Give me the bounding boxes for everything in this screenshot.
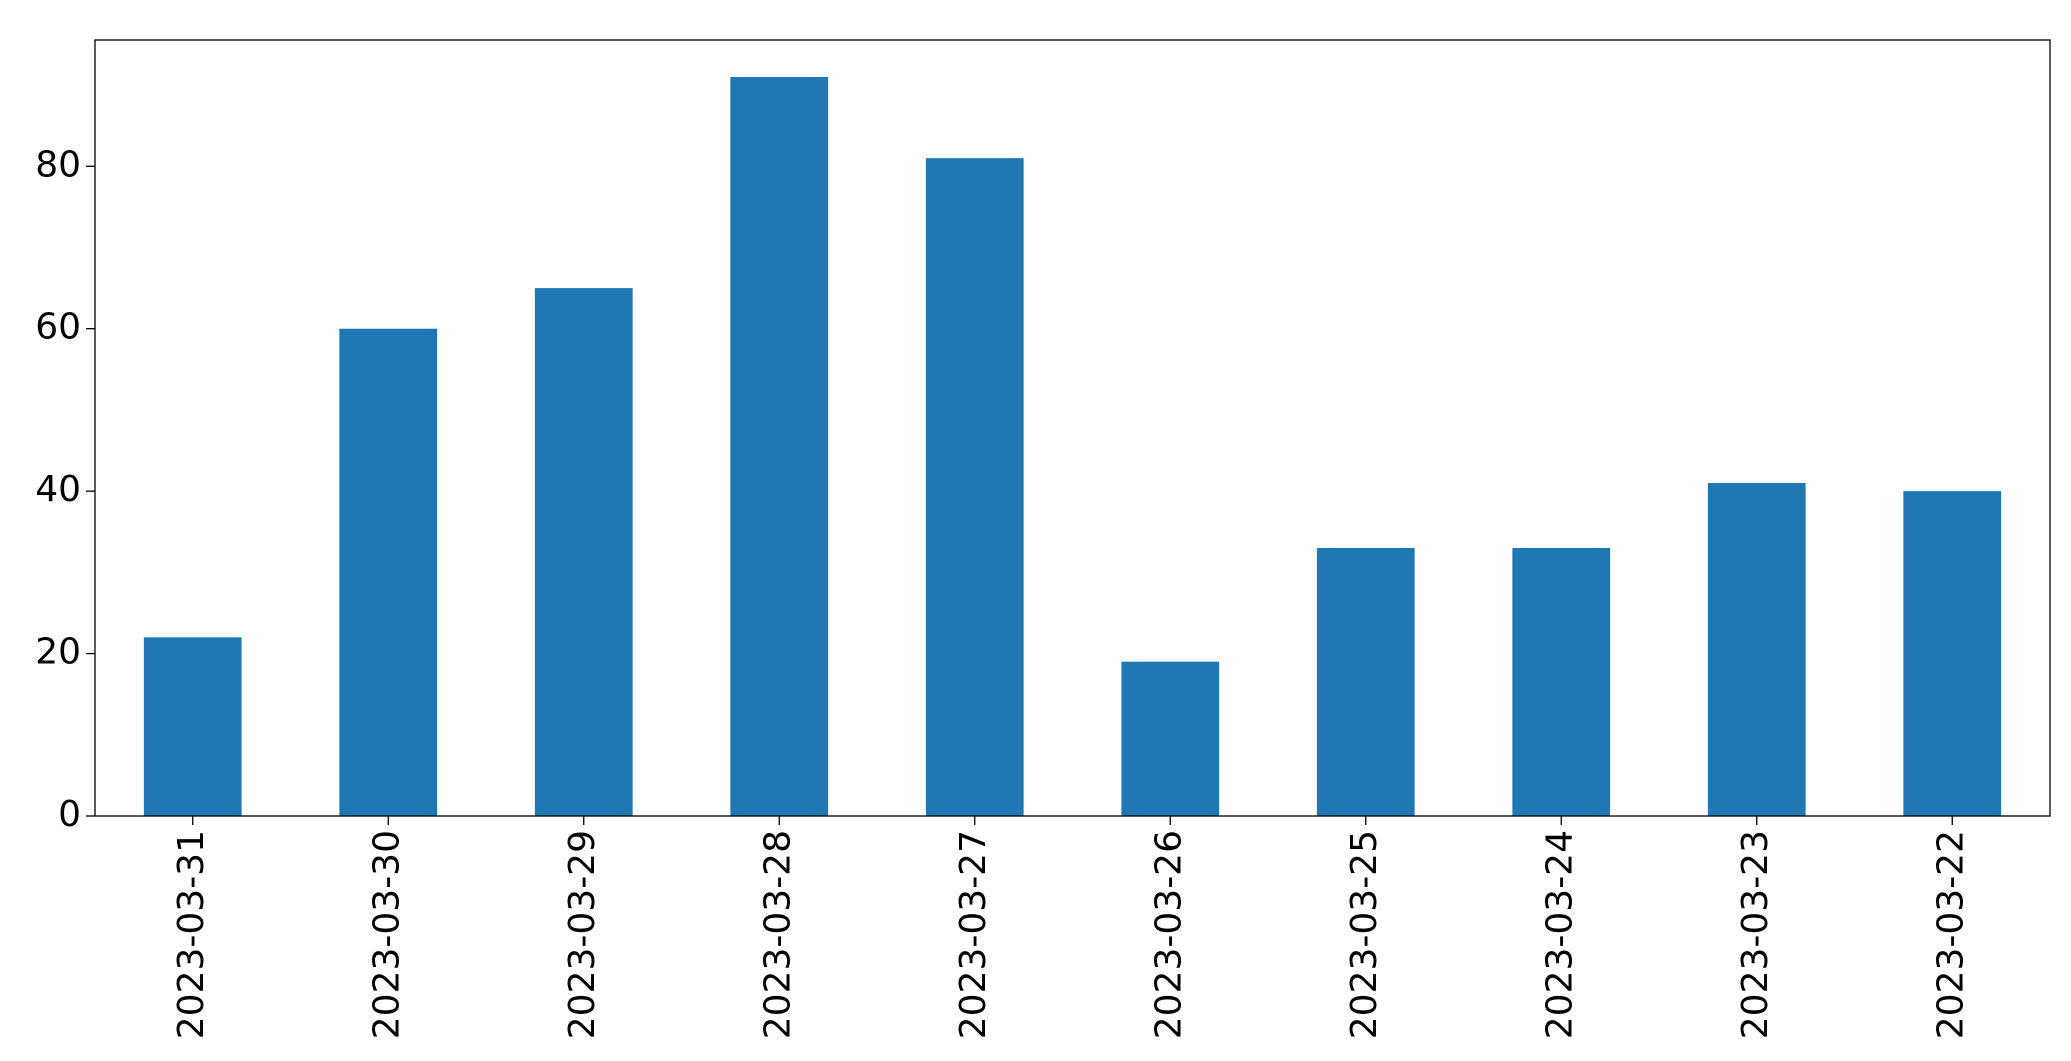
- x-tick-label: 2023-03-22: [1930, 830, 1971, 1039]
- bar: [1512, 547, 1611, 816]
- y-tick-label: 0: [58, 794, 81, 835]
- bar: [1903, 491, 2002, 816]
- y-tick-label: 60: [35, 307, 81, 348]
- y-tick-label: 40: [35, 469, 81, 510]
- x-tick-label: 2023-03-28: [757, 830, 798, 1039]
- x-tick-label: 2023-03-31: [171, 830, 212, 1039]
- bar: [534, 288, 633, 816]
- bar: [925, 158, 1024, 817]
- y-tick-label: 20: [35, 632, 81, 673]
- x-tick-label: 2023-03-27: [953, 830, 994, 1039]
- bar: [1707, 483, 1806, 816]
- x-tick-label: 2023-03-24: [1539, 830, 1580, 1039]
- x-tick-label: 2023-03-26: [1148, 830, 1189, 1039]
- bar: [1121, 661, 1220, 816]
- x-tick-label: 2023-03-23: [1735, 830, 1776, 1039]
- x-tick-label: 2023-03-25: [1344, 830, 1385, 1039]
- bar: [730, 76, 829, 816]
- x-tick-label: 2023-03-30: [366, 830, 407, 1039]
- plot-frame: [94, 39, 2051, 817]
- bar: [143, 637, 242, 816]
- bar: [1316, 547, 1415, 816]
- x-tick-label: 2023-03-29: [562, 830, 603, 1039]
- bar: [339, 328, 438, 816]
- y-tick-label: 80: [35, 144, 81, 185]
